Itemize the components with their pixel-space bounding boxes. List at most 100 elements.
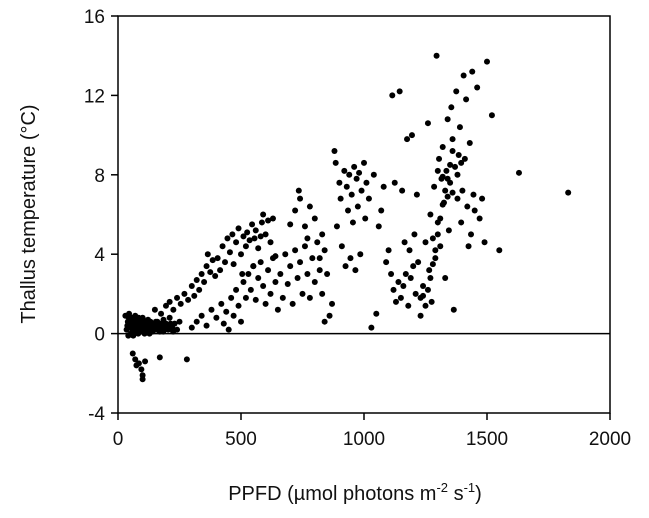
- data-point: [471, 207, 478, 214]
- data-point: [439, 173, 446, 180]
- data-point: [130, 328, 137, 335]
- data-point: [240, 278, 247, 285]
- data-point: [279, 294, 286, 301]
- data-point: [201, 278, 208, 285]
- data-point: [301, 223, 308, 230]
- data-point: [326, 312, 333, 319]
- data-point: [297, 195, 304, 202]
- data-point: [213, 314, 220, 321]
- data-point: [324, 271, 331, 278]
- data-point: [444, 193, 451, 200]
- data-point: [396, 88, 403, 95]
- data-point: [449, 136, 456, 143]
- data-point: [439, 144, 446, 151]
- data-point: [196, 286, 203, 293]
- data-point: [311, 215, 318, 222]
- data-point: [225, 326, 232, 333]
- data-point: [219, 243, 226, 250]
- data-point: [321, 318, 328, 325]
- data-point: [208, 306, 215, 313]
- data-point: [432, 247, 439, 254]
- data-point: [142, 358, 149, 365]
- data-point: [413, 191, 420, 198]
- data-point: [170, 328, 177, 335]
- data-point: [410, 263, 417, 270]
- data-point: [252, 227, 259, 234]
- data-point: [316, 255, 323, 262]
- data-point: [262, 231, 269, 238]
- data-point: [515, 169, 522, 176]
- data-point: [244, 229, 251, 236]
- data-point: [453, 88, 460, 95]
- data-point: [405, 302, 412, 309]
- data-point: [443, 167, 450, 174]
- data-point: [385, 247, 392, 254]
- data-point: [368, 324, 375, 331]
- data-point: [431, 183, 438, 190]
- x-tick-label: 1500: [466, 429, 508, 450]
- data-point: [203, 322, 210, 329]
- data-point: [145, 326, 152, 333]
- data-point: [230, 261, 237, 268]
- y-tick-label: 16: [84, 7, 105, 28]
- data-point: [245, 271, 252, 278]
- data-point: [138, 324, 145, 331]
- data-point: [193, 277, 200, 284]
- data-point: [132, 356, 139, 363]
- data-point: [361, 159, 367, 166]
- data-point: [479, 195, 486, 202]
- data-point: [363, 179, 370, 186]
- x-tick-label: 1000: [343, 429, 385, 450]
- data-point: [433, 52, 440, 59]
- data-point: [458, 159, 465, 166]
- data-point: [152, 318, 159, 325]
- data-point: [151, 306, 158, 313]
- data-point: [306, 203, 313, 210]
- data-point: [484, 58, 490, 65]
- data-point: [319, 290, 326, 297]
- data-point: [391, 179, 398, 186]
- data-point: [193, 318, 200, 325]
- data-point: [166, 298, 173, 305]
- data-point: [230, 312, 237, 319]
- data-point: [292, 207, 299, 214]
- data-point: [260, 211, 267, 218]
- data-point: [461, 155, 468, 162]
- data-point: [565, 189, 572, 196]
- data-point: [262, 300, 269, 307]
- data-point: [258, 219, 265, 226]
- data-point: [181, 290, 188, 297]
- data-point: [397, 294, 404, 301]
- data-point: [445, 227, 452, 234]
- data-point: [272, 278, 279, 285]
- data-point: [233, 239, 240, 246]
- data-point: [246, 237, 253, 244]
- data-point: [158, 310, 165, 317]
- data-points: [122, 52, 572, 383]
- y-tick-label: -4: [88, 404, 105, 425]
- y-tick-label: 12: [84, 86, 105, 107]
- data-point: [422, 302, 429, 309]
- data-point: [465, 243, 472, 250]
- data-point: [139, 376, 146, 383]
- data-point: [437, 215, 444, 222]
- data-point: [269, 255, 276, 262]
- data-point: [299, 290, 306, 297]
- data-point: [222, 259, 229, 266]
- data-point: [183, 356, 190, 363]
- data-point: [170, 306, 177, 313]
- data-point: [252, 296, 259, 303]
- data-point: [449, 147, 456, 154]
- data-point: [411, 231, 418, 238]
- data-point: [250, 263, 257, 270]
- data-point: [426, 267, 433, 274]
- data-point: [454, 171, 461, 178]
- data-point: [448, 104, 455, 111]
- data-point: [265, 217, 272, 224]
- data-point: [309, 255, 316, 262]
- data-point: [138, 366, 145, 373]
- data-point: [333, 223, 340, 230]
- data-point: [255, 245, 262, 252]
- data-point: [292, 247, 299, 254]
- data-point: [177, 300, 184, 307]
